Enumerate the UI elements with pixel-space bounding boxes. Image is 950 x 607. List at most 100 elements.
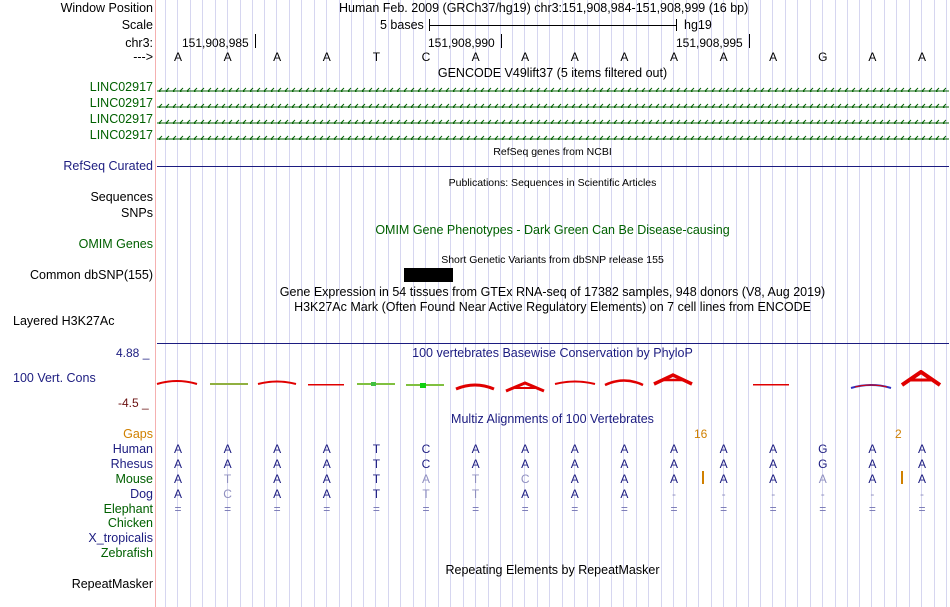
- species-dog-label[interactable]: Dog: [130, 487, 153, 501]
- refseq-gene-line[interactable]: [157, 166, 949, 167]
- dog-base: A: [521, 487, 530, 501]
- dog-base: -: [820, 487, 825, 501]
- reference-base: A: [620, 50, 629, 64]
- dog-base: A: [273, 487, 282, 501]
- reference-base: A: [917, 50, 926, 64]
- coord-tick-3: [749, 34, 750, 48]
- dog-base: -: [870, 487, 875, 501]
- publications-title: Publications: Sequences in Scientific Ar…: [448, 177, 657, 189]
- mouse-base: A: [719, 472, 728, 486]
- cons-glyph-13: [850, 384, 892, 389]
- omim-label[interactable]: OMIM Genes: [78, 237, 153, 251]
- dbsnp-variant-block[interactable]: [404, 268, 453, 282]
- mouse-base: A: [173, 472, 182, 486]
- linc-label-4[interactable]: LINC02917: [89, 128, 153, 142]
- linc-transcript-4[interactable]: [157, 132, 949, 140]
- reference-base: A: [273, 50, 282, 64]
- elephant-base: =: [174, 502, 182, 516]
- cons-glyph-2: [210, 383, 248, 385]
- dog-base: A: [570, 487, 579, 501]
- dbsnp-title: Short Genetic Variants from dbSNP releas…: [441, 254, 664, 266]
- human-base: C: [421, 442, 431, 456]
- species-zebrafish-label[interactable]: Zebrafish: [100, 546, 153, 560]
- grid-line: [251, 0, 253, 607]
- linc-label-1[interactable]: LINC02917: [89, 80, 153, 94]
- coord-tick-2: [501, 34, 502, 48]
- conservation-label[interactable]: 100 Vert. Cons: [13, 371, 96, 385]
- dog-base: A: [620, 487, 629, 501]
- elephant-base: =: [571, 502, 579, 516]
- grid-line: [325, 0, 327, 607]
- human-base: A: [620, 442, 629, 456]
- gaps-label[interactable]: Gaps: [123, 427, 153, 441]
- human-base: A: [223, 442, 232, 456]
- linc-arrow-track-3: [157, 119, 949, 124]
- grid-line: [165, 0, 166, 607]
- human-base: A: [273, 442, 282, 456]
- mouse-base: A: [917, 472, 926, 486]
- grid-line: [809, 0, 811, 607]
- grid-line: [573, 0, 575, 607]
- grid-line: [735, 0, 737, 607]
- h3k27ac-label[interactable]: Layered H3K27Ac: [13, 314, 115, 328]
- cons-glyph-4: [308, 384, 344, 386]
- scale-bar-left-end: [429, 19, 430, 31]
- linc-transcript-3[interactable]: [157, 116, 949, 124]
- mouse-base: T: [372, 472, 381, 486]
- mouse-base: T: [223, 472, 232, 486]
- reference-base: A: [322, 50, 331, 64]
- grid-line: [375, 0, 377, 607]
- species-chicken-label[interactable]: Chicken: [107, 516, 153, 530]
- species-mouse-label[interactable]: Mouse: [115, 472, 153, 486]
- grid-line: [400, 0, 402, 607]
- sequences-label[interactable]: Sequences: [90, 190, 153, 204]
- species-human-label[interactable]: Human: [112, 442, 153, 456]
- grid-line: [772, 0, 774, 607]
- linc-label-3[interactable]: LINC02917: [89, 112, 153, 126]
- grid-line: [524, 0, 526, 607]
- linc-arrow-track-4: [157, 135, 949, 140]
- h3k27ac-baseline: [157, 343, 949, 344]
- repeatmasker-label[interactable]: RepeatMasker: [71, 577, 153, 591]
- grid-line: [661, 0, 662, 607]
- refseq-label[interactable]: RefSeq Curated: [63, 159, 153, 173]
- conservation-max: 4.88 _: [116, 346, 150, 360]
- mouse-base: T: [471, 472, 480, 486]
- human-base: A: [521, 442, 530, 456]
- linc-transcript-1[interactable]: [157, 84, 949, 92]
- assembly-label: hg19: [684, 18, 712, 32]
- cons-glyph-7: [455, 383, 495, 391]
- conservation-min: -4.5 _: [118, 396, 149, 410]
- species-xtropicalis-label[interactable]: X_tropicalis: [88, 531, 153, 545]
- grid-line: [499, 0, 501, 607]
- snps-label[interactable]: SNPs: [121, 206, 153, 220]
- grid-line: [549, 0, 551, 607]
- elephant-base: =: [372, 502, 380, 516]
- elephant-base: =: [273, 502, 281, 516]
- h3k27ac-title: H3K27Ac Mark (Often Found Near Active Re…: [294, 300, 811, 314]
- grid-line: [598, 0, 600, 607]
- cons-glyph-6: [406, 383, 444, 388]
- grid-line: [537, 0, 539, 607]
- grid-line: [350, 0, 352, 607]
- position-title: Human Feb. 2009 (GRCh37/hg19) chr3:151,9…: [339, 1, 749, 15]
- linc-transcript-2[interactable]: [157, 100, 949, 108]
- rhesus-base: T: [372, 457, 381, 471]
- species-rhesus-label[interactable]: Rhesus: [110, 457, 153, 471]
- linc-label-2[interactable]: LINC02917: [89, 96, 153, 110]
- mouse-base: A: [620, 472, 629, 486]
- species-elephant-label[interactable]: Elephant: [103, 502, 153, 516]
- rhesus-base: A: [669, 457, 678, 471]
- grid-line: [648, 0, 650, 607]
- base-grid: [155, 0, 950, 607]
- window-position-label: Window Position: [60, 1, 153, 15]
- rhesus-base: A: [570, 457, 579, 471]
- cons-glyph-5: [357, 382, 395, 386]
- dog-base: T: [422, 487, 430, 501]
- conservation-logo[interactable]: [155, 370, 950, 395]
- grid-line: [884, 0, 886, 607]
- dbsnp-label[interactable]: Common dbSNP(155): [30, 268, 153, 282]
- grid-line: [450, 0, 451, 607]
- mouse-insertion-mark-2: [901, 471, 903, 484]
- reference-base: G: [818, 50, 828, 64]
